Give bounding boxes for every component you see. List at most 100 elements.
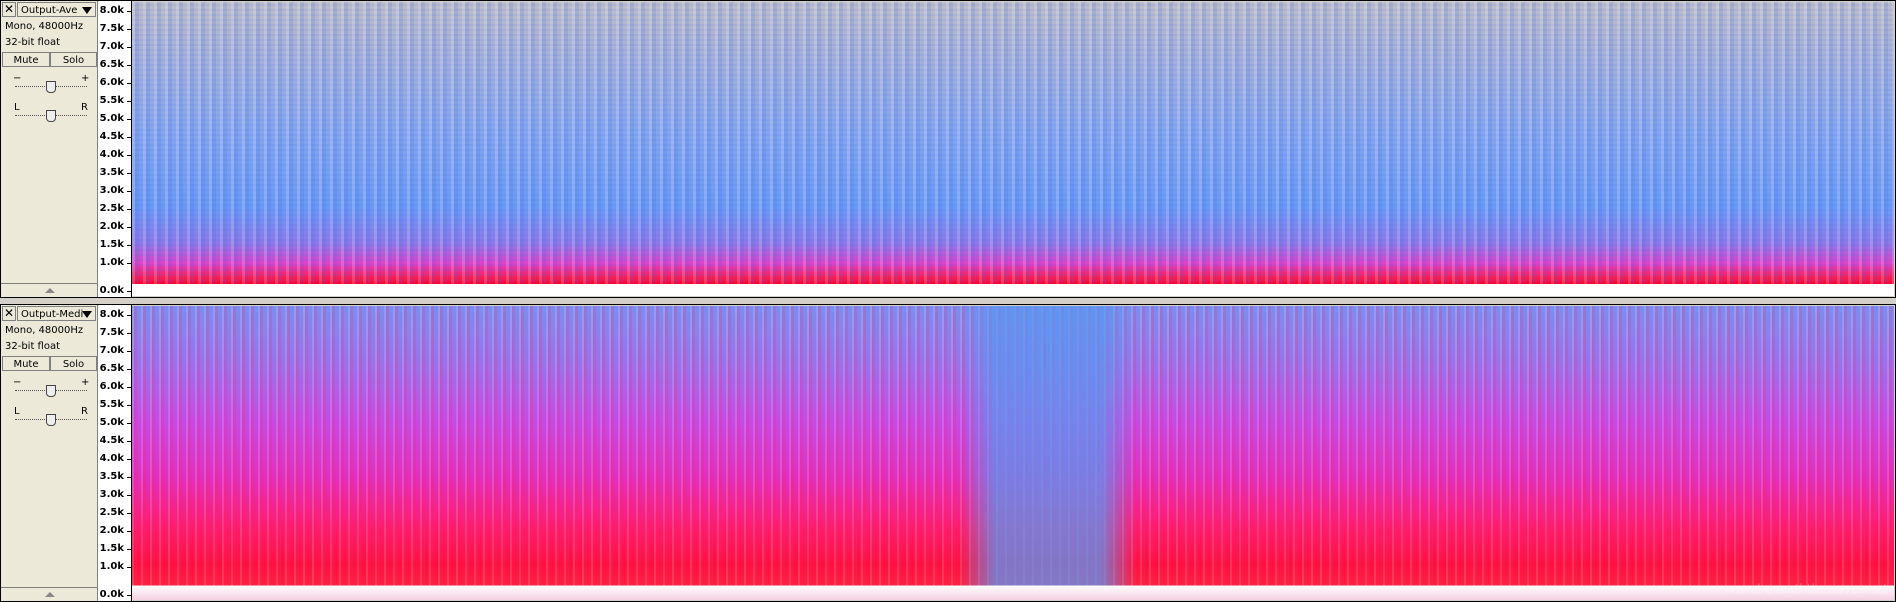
axis-tick-label: 3.5k [99,167,124,178]
axis-tick [127,137,131,138]
track-bit-depth: 32-bit float [5,37,61,48]
collapse-arrow[interactable] [45,288,55,293]
axis-tick-label: 2.5k [99,507,124,518]
dropdown-arrow [82,7,92,14]
axis-tick [127,513,131,514]
gain-min-label: − [13,73,22,84]
pan-left-label: L [14,406,20,417]
axis-tick-label: 7.5k [99,23,124,34]
spectrogram [132,2,1894,296]
axis-tick [127,351,131,352]
axis-tick [127,595,131,596]
dropdown-arrow [82,311,92,318]
axis-tick-label: 1.5k [99,543,124,554]
axis-tick-label: 6.0k [99,381,124,392]
frequency-axis: 8.0k 7.5k 7.0k 6.5k 6.0k 5.5k 5.0k 4.5k 4.0k 3.5k… [98,305,132,601]
pan-right-label: R [81,102,88,113]
track-format: Mono, 48000Hz [5,21,84,32]
axis-tick-label: 1.0k [99,561,124,572]
axis-tick-label: 3.0k [99,185,124,196]
axis-tick [127,11,131,12]
gain-min-label: − [13,377,22,388]
track-name-menu[interactable]: Output-Ave [17,2,96,17]
track: ✕ Output-Medi Mono, 48000Hz 32-bit float Mut… [0,304,1896,602]
axis-tick [127,333,131,334]
axis-tick [127,155,131,156]
pan-slider[interactable] [46,110,56,122]
axis-tick-label: 5.5k [99,399,124,410]
collapse-divider [1,587,97,588]
axis-tick-label: 2.0k [99,525,124,536]
axis-tick [127,47,131,48]
axis-tick [127,119,131,120]
track-name-menu[interactable]: Output-Medi [17,306,96,321]
axis-tick [127,459,131,460]
axis-tick-label: 6.5k [99,59,124,70]
axis-tick [127,315,131,316]
axis-tick-label: 5.0k [99,417,124,428]
axis-tick [127,83,131,84]
gain-max-label: + [81,377,90,388]
axis-tick-label: 2.5k [99,203,124,214]
axis-tick [127,209,131,210]
axis-tick-label: 8.0k [99,309,124,320]
axis-tick-label: 5.0k [99,113,124,124]
collapse-arrow[interactable] [45,592,55,597]
axis-tick [127,423,131,424]
gain-slider[interactable] [46,385,56,397]
axis-tick-label: 2.0k [99,221,124,232]
gain-slider[interactable] [46,81,56,93]
watermark: www.beneaththewaves.net [1725,582,1888,596]
close-button[interactable]: ✕ [2,2,16,17]
axis-tick [127,191,131,192]
track-bit-depth: 32-bit float [5,341,61,352]
track-name: Output-Medi [21,309,84,320]
axis-tick [127,29,131,30]
axis-tick [127,173,131,174]
pan-slider[interactable] [46,414,56,426]
collapse-divider [1,283,97,284]
axis-tick [127,245,131,246]
axis-tick [127,291,131,292]
axis-tick-label: 7.0k [99,41,124,52]
axis-tick [127,531,131,532]
axis-tick [127,477,131,478]
axis-tick [127,495,131,496]
gain-max-label: + [81,73,90,84]
axis-tick-label: 4.5k [99,131,124,142]
track-control-panel: ✕ Output-Ave Mono, 48000Hz 32-bit float Mute… [1,1,98,297]
axis-tick-label: 4.5k [99,435,124,446]
axis-tick-label: 7.0k [99,345,124,356]
axis-tick [127,405,131,406]
frequency-axis: 8.0k 7.5k 7.0k 6.5k 6.0k 5.5k 5.0k 4.5k 4.0k 3.5k… [98,1,132,297]
axis-tick [127,387,131,388]
axis-tick-label: 4.0k [99,453,124,464]
mute-button[interactable]: Mute [2,52,50,67]
track-control-panel: ✕ Output-Medi Mono, 48000Hz 32-bit float Mut… [1,305,98,601]
axis-tick-label: 1.0k [99,257,124,268]
axis-tick-label: 0.0k [99,285,124,296]
track: ✕ Output-Ave Mono, 48000Hz 32-bit float Mute… [0,0,1896,298]
axis-tick [127,369,131,370]
axis-tick-label: 6.5k [99,363,124,374]
axis-tick-label: 3.0k [99,489,124,500]
pan-right-label: R [81,406,88,417]
axis-tick [127,101,131,102]
axis-tick-label: 6.0k [99,77,124,88]
solo-button[interactable]: Solo [50,52,97,67]
track-format: Mono, 48000Hz [5,325,84,336]
axis-tick [127,65,131,66]
mute-button[interactable]: Mute [2,356,50,371]
axis-tick [127,227,131,228]
axis-tick-label: 5.5k [99,95,124,106]
axis-tick [127,567,131,568]
axis-tick-label: 0.0k [99,589,124,600]
axis-tick [127,549,131,550]
axis-tick-label: 8.0k [99,5,124,16]
axis-tick-label: 3.5k [99,471,124,482]
solo-button[interactable]: Solo [50,356,97,371]
axis-tick-label: 7.5k [99,327,124,338]
axis-tick [127,441,131,442]
close-button[interactable]: ✕ [2,306,16,321]
